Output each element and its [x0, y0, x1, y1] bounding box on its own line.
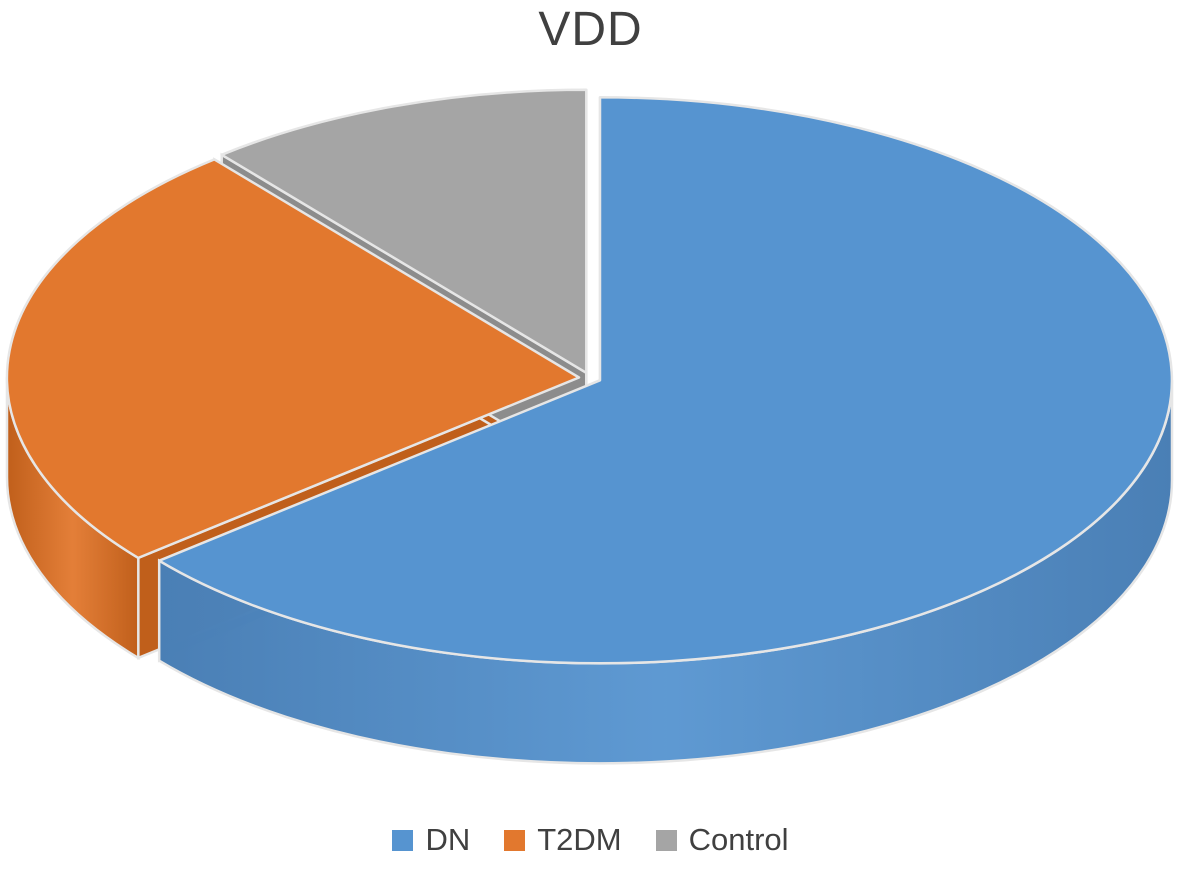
legend-item-t2dm: T2DM — [504, 822, 622, 858]
legend-label-t2dm: T2DM — [537, 822, 622, 857]
slice-t2dm — [5, 158, 581, 560]
slice-control — [220, 88, 588, 375]
slice-dn — [157, 96, 1174, 665]
legend-item-control: Control — [655, 822, 789, 858]
legend-label-control: Control — [688, 822, 789, 857]
legend-label-dn: DN — [425, 822, 471, 857]
legend-swatch-t2dm — [504, 829, 526, 851]
legend: DN T2DM Control — [0, 822, 1181, 858]
chart-title: VDD — [538, 3, 643, 56]
legend-swatch-control — [655, 829, 677, 851]
legend-item-dn: DN — [392, 822, 470, 858]
legend-swatch-dn — [392, 829, 414, 851]
